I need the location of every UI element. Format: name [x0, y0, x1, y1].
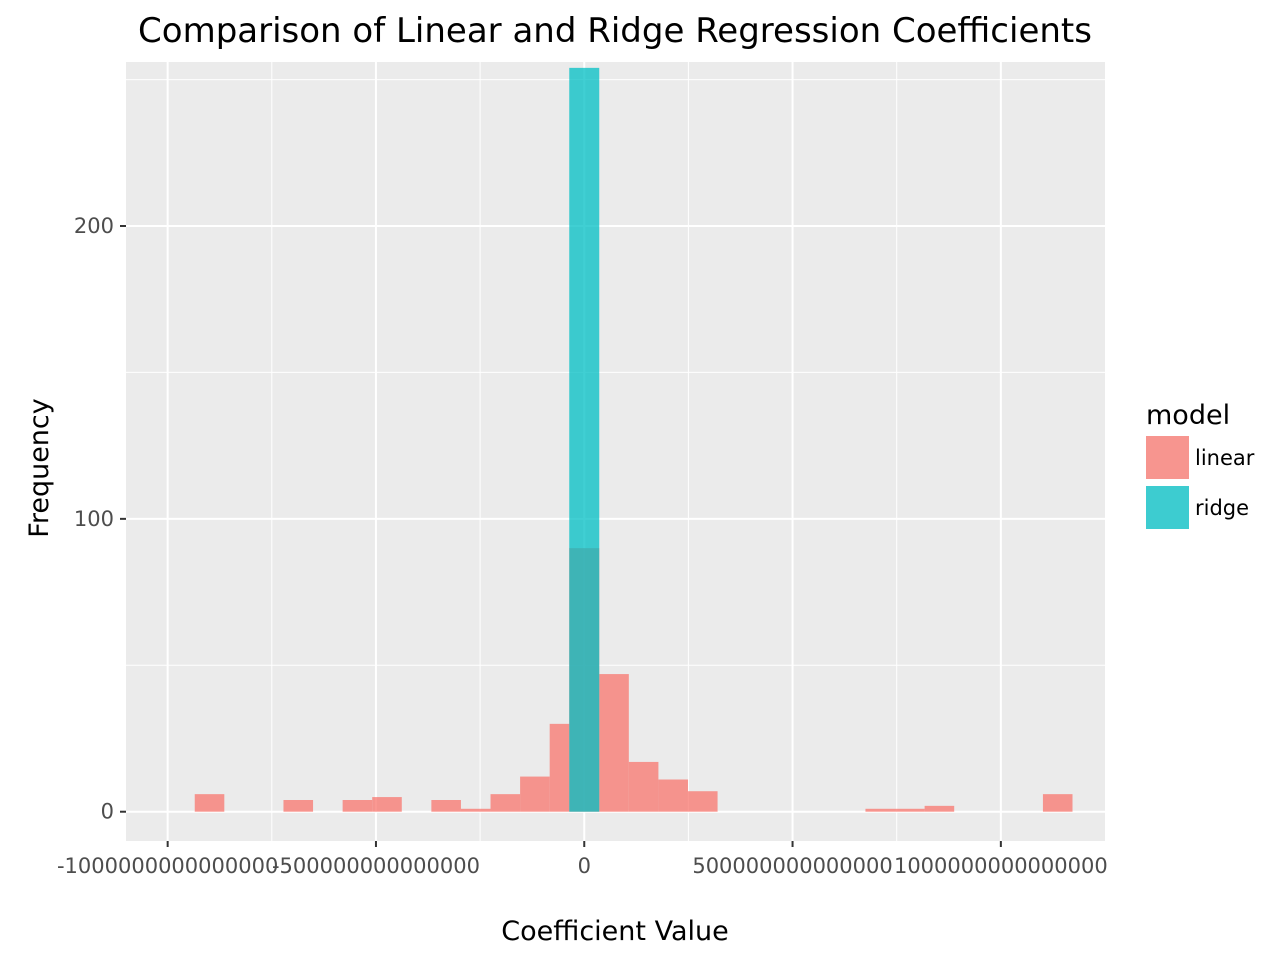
bar-linear	[599, 674, 629, 812]
legend-title: model	[1146, 400, 1230, 431]
chart-title: Comparison of Linear and Ridge Regressio…	[138, 11, 1092, 51]
x-tick-label: -1000000000000000	[57, 854, 278, 878]
bar-linear	[1042, 794, 1073, 812]
x-tick-label: 1000000000000000	[894, 854, 1108, 878]
bar-linear	[865, 808, 896, 812]
x-axis: -1000000000000000-500000000000000 0 500000…	[57, 841, 1108, 878]
bar-linear	[924, 805, 955, 812]
legend-label-linear: linear	[1195, 446, 1255, 470]
bar-linear	[895, 808, 925, 812]
bar-linear	[194, 794, 225, 812]
legend-label-ridge: ridge	[1195, 496, 1249, 520]
histogram-bars	[194, 67, 1073, 812]
y-tick-label: 0	[101, 800, 114, 824]
bar-ridge	[569, 67, 600, 812]
bar-linear	[490, 794, 521, 812]
bar-linear	[372, 797, 402, 812]
x-axis-title: Coefficient Value	[501, 916, 728, 947]
bar-linear	[520, 776, 550, 812]
y-tick-label: 100	[74, 507, 114, 531]
y-axis-title: Frequency	[24, 398, 55, 538]
bar-linear	[283, 800, 314, 812]
bar-linear	[687, 791, 718, 812]
bar-linear	[658, 779, 688, 812]
bar-linear	[431, 800, 461, 812]
x-tick-label: 500000000000000	[692, 854, 892, 878]
x-tick-label: -500000000000000	[272, 854, 480, 878]
bar-linear	[460, 808, 491, 812]
legend-swatch-ridge	[1146, 486, 1189, 529]
bar-linear	[628, 761, 659, 812]
bar-linear	[342, 800, 373, 812]
x-tick-label: 0	[578, 854, 591, 878]
bar-linear	[549, 723, 570, 812]
y-tick-label: 200	[74, 214, 114, 238]
legend: model linear ridge	[1146, 400, 1255, 529]
legend-swatch-linear	[1146, 436, 1189, 479]
minor-gridlines	[126, 62, 1105, 841]
y-axis: 0 100 200	[74, 214, 126, 824]
